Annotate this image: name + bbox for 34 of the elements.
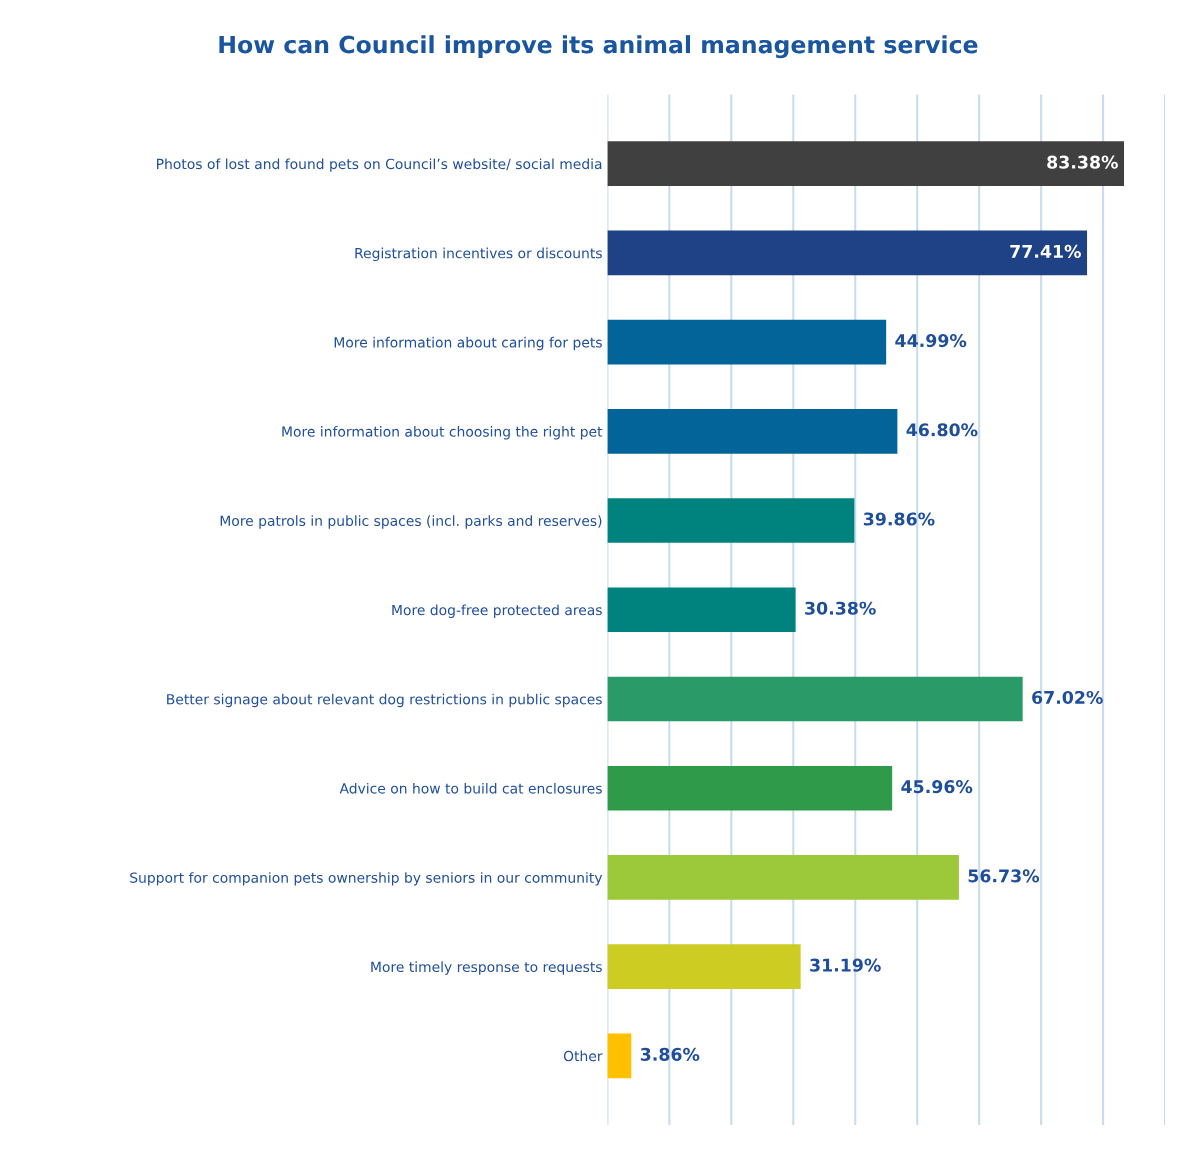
data-label: 44.99%	[895, 334, 967, 348]
y-tick-label: Better signage about relevant dog restrictions in public spaces	[167, 693, 602, 708]
y-tick-label: More information about caring for pets	[334, 336, 602, 351]
bar	[607, 409, 898, 454]
data-label: 67.02%	[1032, 690, 1103, 705]
y-tick-label: More dog-free protected areas	[392, 604, 602, 618]
data-label: 45.96%	[901, 780, 973, 794]
y-tick-label: Other	[563, 1050, 603, 1062]
y-tick-label: Support for companion pets ownership by seniors in our community	[130, 872, 603, 886]
data-label: 77.41%	[1010, 244, 1081, 258]
y-tick-label: More patrols in public spaces (incl. parks and reserves)	[220, 515, 602, 529]
y-tick-label: More timely response to requests	[371, 961, 602, 975]
data-label: 3.86%	[640, 1047, 700, 1061]
data-label: 83.38%	[1047, 155, 1118, 169]
bar	[607, 1033, 632, 1079]
y-tick-label: Photos of lost and found pets on Council’s website/ social media	[157, 158, 602, 172]
bar	[607, 587, 796, 633]
bar	[607, 765, 893, 811]
bar	[607, 498, 855, 543]
data-label: 31.19%	[810, 958, 881, 972]
data-label: 56.73%	[968, 869, 1040, 883]
data-label: 39.86%	[863, 512, 935, 526]
data-label: 30.38%	[805, 601, 876, 615]
y-tick-label: More information about choosing the right pet	[282, 426, 603, 440]
bar	[607, 855, 959, 900]
bar	[607, 230, 1088, 276]
bar	[607, 319, 887, 365]
y-tick-label: Advice on how to build cat enclosures	[339, 782, 602, 794]
chart-title: How can Council improve its animal management service	[219, 35, 978, 59]
data-label: 46.80%	[906, 423, 978, 437]
bar	[607, 676, 1023, 722]
bar	[607, 944, 801, 989]
bar	[607, 141, 1125, 186]
y-tick-label: Registration incentives or discounts	[355, 247, 602, 262]
